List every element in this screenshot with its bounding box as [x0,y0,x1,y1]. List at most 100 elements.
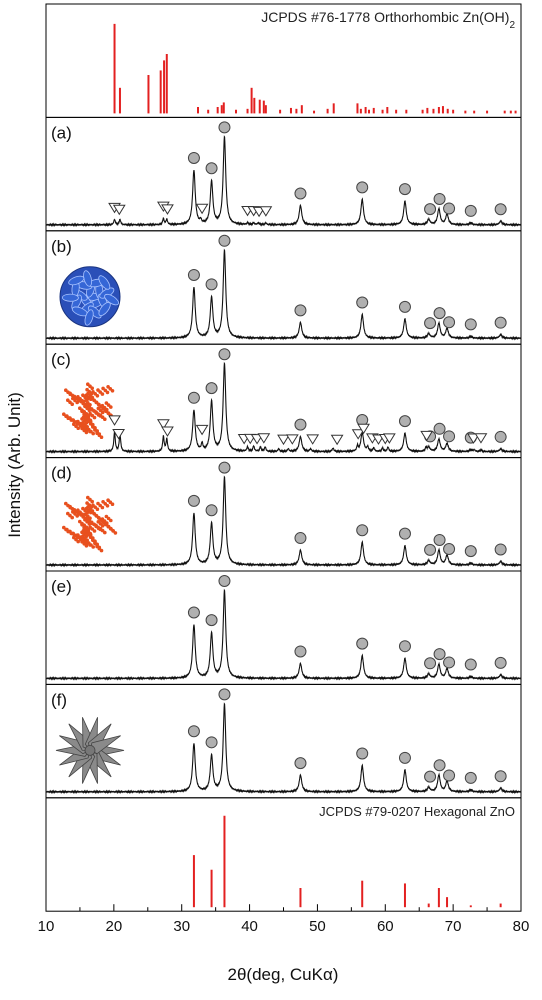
sample-d-inset-dot [70,515,74,520]
sample-c-inset-dot [91,431,95,436]
sample-b-zno-marker [294,304,307,317]
sample-c-zn-oh2-marker [382,433,396,444]
sample-c-zn-oh2-marker [257,433,271,444]
sample-a-zno-marker [218,121,231,134]
sample-d-inset-dot [87,521,92,526]
sample-c-inset-dot [88,403,92,407]
sample-c-zn-oh2-marker [161,426,174,437]
sample-d-inset-dot [91,545,95,549]
bottom-reference-label-main: JCPDS #79-0207 Hexagonal ZnO [319,804,515,819]
sample-a-label: (a) [51,123,72,142]
sample-a-zn-oh2-marker [259,206,273,217]
sample-a-zno-marker [294,187,307,200]
sample-b-zno-marker [398,300,411,313]
sample-f-zno-marker [294,757,307,770]
sample-f-zno-marker [356,747,369,760]
sample-c-zn-oh2-marker [420,430,434,442]
sample-d-inset-dot [99,548,104,553]
sample-c-inset-dot [92,415,97,420]
sample-d-inset-dot [100,524,105,528]
sample-c-zno-marker [494,430,507,443]
sample-c-inset-dot [76,426,80,431]
sample-c-zn-oh2-marker [330,434,344,446]
sample-a-zno-marker [398,183,411,196]
x-tick-label: 30 [173,918,190,935]
y-axis-label: Intensity (Arb. Unit) [5,392,24,538]
sample-c-inset-dot [100,410,105,415]
sample-e-zno-marker [398,640,411,653]
sample-b-zno-marker [205,278,218,291]
sample-c-zno-marker [205,382,218,395]
sample-d-inset-dot [110,502,115,507]
sample-d-inset-dot [88,516,92,520]
sample-c-zn-oh2-marker [157,419,170,430]
sample-b-zno-marker [494,316,507,329]
sample-d-inset-dot [75,514,79,518]
sample-f-zno-marker [494,770,507,783]
x-tick-label: 50 [309,918,326,935]
sample-c-zno-marker [398,415,411,428]
sample-c-zn-oh2-marker [467,433,480,444]
sample-f-zno-marker [205,736,218,749]
sample-f-zno-marker [433,759,446,772]
sample-c-inset-dot [84,430,89,435]
sample-c-zn-oh2-marker [195,424,209,436]
sample-c-inset-dot [99,435,104,440]
sample-f-zno-marker [398,751,411,764]
panel-stack: JCPDS #76-1778 Orthorhombic Zn(OH)2 (a) (b… [45,3,522,912]
x-tick-label: 40 [241,918,258,935]
sample-d-zno-marker [205,504,218,517]
sample-d-zno-marker [433,533,446,546]
sample-d-inset-dot [103,530,107,535]
sample-d-inset-dot [95,507,100,512]
sample-b-inset-flake [83,270,93,287]
sample-b-label: (b) [51,237,72,256]
sample-a-zno-marker [356,181,369,194]
x-axis: 10 20 30 40 50 60 70 80 [38,904,529,935]
sample-c-zn-oh2-marker [112,428,125,440]
sample-e-zno-marker [424,657,437,670]
sample-c-zn-oh2-marker [277,434,290,446]
sample-a-zn-oh2-marker [195,203,209,215]
sample-b-zno-marker [218,234,231,247]
sample-d-inset-dot [84,544,89,548]
sample-d-inset-dot [80,512,85,516]
sample-e-zno-marker [205,614,218,627]
sample-c-zno-marker [433,422,446,435]
sample-c-inset-dot [85,397,90,402]
top-reference-label-subscript: 2 [509,20,515,31]
sample-b-inset-flake [62,293,79,302]
sample-f-trace [45,702,522,795]
sample-d-zno-marker [218,461,231,474]
sample-e-zno-marker [494,656,507,669]
sample-d-inset-dot [109,518,113,523]
sample-c-zn-oh2-marker [108,415,121,426]
sample-d-zno-marker [464,545,477,558]
sample-e-zno-marker [187,606,200,619]
sample-c-label: (c) [51,350,71,369]
sample-d-zno-marker [187,494,200,507]
sample-f-zno-marker [443,769,456,782]
sample-d-inset-dot [85,510,90,515]
sample-b-inset-flake [84,309,94,326]
sample-f-zno-marker [218,688,231,701]
sample-c-inset-dot [105,390,110,395]
sample-a-zno-marker [433,192,446,205]
sample-c-zn-oh2-marker [306,434,320,445]
sample-c-zn-oh2-marker [474,433,488,444]
sample-b-zno-marker [464,318,477,331]
sample-e-zno-marker [356,637,369,650]
sample-b-zno-marker [424,317,437,330]
sample-d-label: (d) [51,464,72,483]
sample-a-zn-oh2-marker [161,204,174,215]
sample-a-zno-marker [443,202,456,215]
sample-d-inset-dot [90,509,95,513]
sample-a-zno-marker [464,204,477,217]
sample-c-trace [45,361,522,455]
sample-c-inset-dot [96,413,101,417]
sample-f-label: (f) [51,690,67,709]
sample-e-zno-marker [218,575,231,587]
sample-d-zno-marker [398,527,411,540]
sample-c-zno-marker [218,348,231,361]
bottom-reference-label: JCPDS #79-0207 Hexagonal ZnO [319,804,515,819]
